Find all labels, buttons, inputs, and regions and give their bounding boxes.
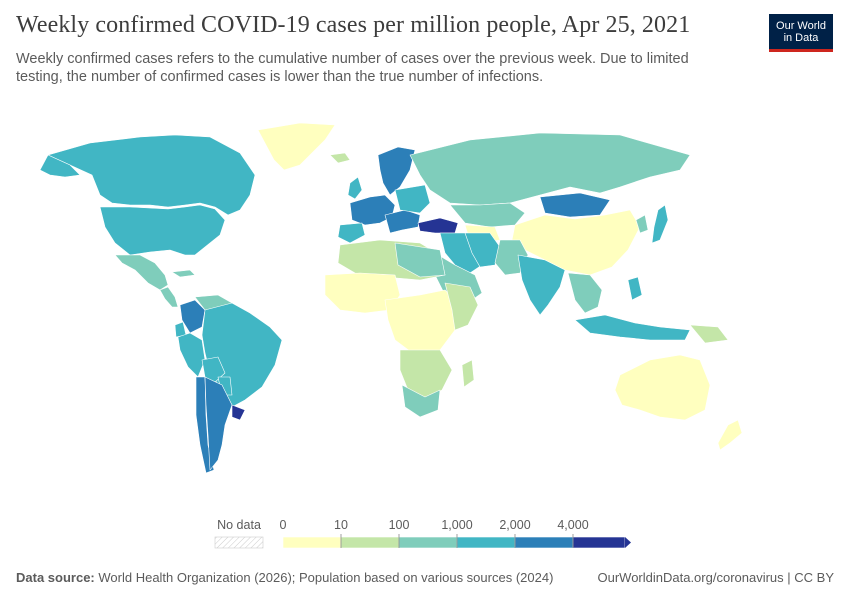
- region-usa[interactable]: [99, 204, 226, 256]
- legend-tick-3: 1,000: [441, 518, 472, 532]
- logo-line-1: Our World: [776, 20, 826, 32]
- region-papua-new-guinea[interactable]: [689, 324, 729, 344]
- region-central-america[interactable]: [159, 286, 179, 308]
- region-scandinavia[interactable]: [377, 146, 416, 196]
- legend-no-data-swatch: [214, 536, 264, 549]
- region-iran[interactable]: [464, 232, 501, 268]
- legend-bin-0: [282, 536, 342, 549]
- region-iceland[interactable]: [329, 152, 351, 164]
- region-russia[interactable]: [409, 132, 691, 206]
- legend-bin-4: [514, 536, 574, 549]
- footer-source-label: Data source:: [16, 570, 95, 585]
- region-greenland[interactable]: [257, 122, 336, 171]
- footer-url[interactable]: OurWorldinData.org/coronavirus | CC BY: [597, 570, 834, 585]
- region-turkey[interactable]: [417, 217, 459, 234]
- world-map[interactable]: [0, 115, 850, 505]
- region-iberia[interactable]: [337, 222, 366, 244]
- logo-line-2: in Data: [783, 32, 819, 44]
- region-argentina[interactable]: [204, 376, 233, 471]
- region-cuba[interactable]: [171, 269, 196, 278]
- region-italy-balkans[interactable]: [384, 209, 421, 234]
- legend-tick-2: 100: [389, 518, 410, 532]
- region-central-africa[interactable]: [384, 289, 461, 356]
- region-indonesia[interactable]: [574, 314, 691, 341]
- region-uk[interactable]: [347, 176, 363, 200]
- region-new-zealand[interactable]: [717, 419, 743, 451]
- owid-logo[interactable]: Our World in Data: [769, 14, 833, 52]
- region-korea[interactable]: [635, 214, 649, 234]
- legend-bin-5: [572, 536, 626, 549]
- footer-source-text: World Health Organization (2026); Popula…: [98, 570, 554, 585]
- legend-tick-5: 4,000: [557, 518, 588, 532]
- region-canada[interactable]: [47, 134, 256, 216]
- legend-arrow: [625, 537, 631, 548]
- region-south-africa[interactable]: [401, 384, 441, 418]
- region-madagascar[interactable]: [461, 359, 475, 388]
- region-colombia[interactable]: [179, 299, 206, 334]
- legend-tick-4: 2,000: [499, 518, 530, 532]
- region-philippines[interactable]: [627, 276, 643, 301]
- region-southeast-asia[interactable]: [567, 272, 603, 314]
- region-alaska[interactable]: [39, 154, 81, 178]
- region-mongolia[interactable]: [539, 192, 611, 218]
- region-mexico[interactable]: [114, 254, 169, 291]
- legend-bin-2: [398, 536, 458, 549]
- legend-tick-0: 0: [280, 518, 287, 532]
- chart-subtitle: Weekly confirmed cases refers to the cum…: [16, 51, 689, 85]
- region-eastern-europe[interactable]: [394, 184, 431, 214]
- legend-no-data-label: No data: [217, 518, 261, 532]
- region-kazakhstan[interactable]: [449, 202, 526, 228]
- legend-tick-1: 10: [334, 518, 348, 532]
- region-uruguay[interactable]: [231, 404, 246, 421]
- legend-bin-3: [456, 536, 516, 549]
- region-japan[interactable]: [651, 204, 669, 244]
- legend-bin-1: [340, 536, 400, 549]
- map-legend: No data 0 10 100 1,000 2,000 4,000: [214, 518, 631, 549]
- region-peru[interactable]: [177, 332, 206, 378]
- region-australia[interactable]: [614, 354, 711, 421]
- chart-title: Weekly confirmed COVID-19 cases per mill…: [16, 12, 691, 38]
- region-egypt-libya[interactable]: [394, 242, 446, 278]
- region-china[interactable]: [511, 209, 641, 276]
- footer-source: Data source: World Health Organization (…: [16, 570, 553, 585]
- region-india[interactable]: [517, 254, 566, 316]
- region-east-africa[interactable]: [444, 282, 479, 331]
